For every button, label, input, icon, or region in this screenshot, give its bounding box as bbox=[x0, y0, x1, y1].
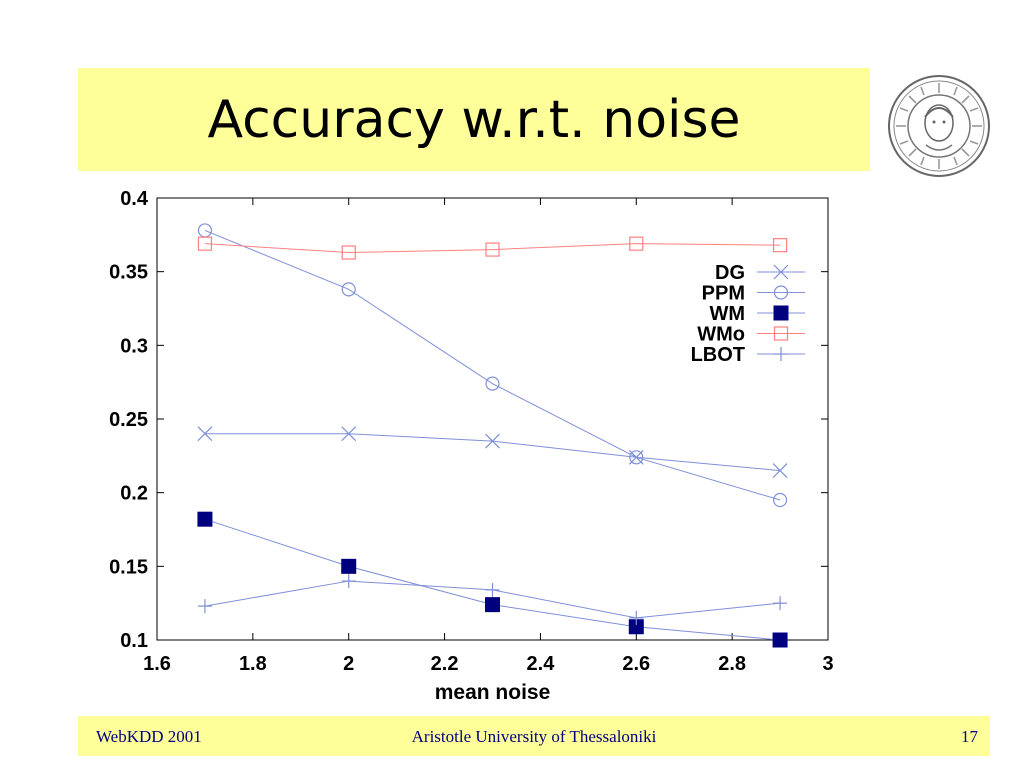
data-point-dg bbox=[485, 433, 500, 449]
legend-marker-lbot bbox=[774, 347, 788, 361]
legend-label-wmo: WMo bbox=[697, 324, 745, 346]
series-dg bbox=[197, 426, 788, 478]
series-lbot bbox=[197, 574, 788, 625]
legend-marker-wm bbox=[773, 305, 789, 321]
y-tick-label: 0.2 bbox=[120, 483, 148, 505]
y-tick-label: 0.3 bbox=[120, 335, 148, 357]
data-point-lbot bbox=[629, 610, 644, 625]
data-point-wm bbox=[197, 511, 213, 527]
data-point-ppm bbox=[341, 282, 356, 297]
x-tick-label: 1.6 bbox=[143, 653, 171, 675]
y-tick-label: 0.25 bbox=[109, 409, 148, 431]
x-tick-label: 2.2 bbox=[431, 653, 459, 675]
series-layer bbox=[197, 223, 788, 648]
y-tick-label: 0.1 bbox=[120, 630, 148, 652]
legend-label-lbot: LBOT bbox=[691, 344, 745, 366]
data-point-ppm bbox=[485, 376, 500, 391]
series-line-wmo bbox=[204, 243, 781, 254]
x-axis-label: mean noise bbox=[435, 681, 551, 704]
data-point-wmo bbox=[197, 236, 213, 251]
x-tick-label: 2.6 bbox=[622, 653, 650, 675]
legend-label-ppm: PPM bbox=[702, 283, 745, 305]
data-point-wmo bbox=[485, 242, 500, 257]
slide-title: Accuracy w.r.t. noise bbox=[207, 89, 741, 150]
footer-bar: WebKDD 2001 Aristotle University of Thes… bbox=[78, 716, 990, 756]
x-tick-label: 2.4 bbox=[527, 653, 556, 675]
data-point-ppm bbox=[629, 450, 644, 465]
chart: 1.6 1.8 2 2.2 2.4 2.6 2.8 3 0.1 0.15 0.2 0.25 0.3 0.3… bbox=[109, 188, 834, 704]
y-tick-label: 0.15 bbox=[109, 556, 148, 578]
footer-conference: WebKDD 2001 bbox=[96, 727, 202, 746]
series-line-ppm bbox=[204, 229, 781, 501]
university-seal-icon bbox=[888, 75, 990, 177]
data-point-dg bbox=[197, 426, 213, 442]
legend-marker-ppm bbox=[773, 285, 789, 300]
x-tick-label: 1.8 bbox=[239, 653, 267, 675]
legend-label-wm: WM bbox=[709, 303, 745, 325]
data-point-wm bbox=[485, 597, 500, 613]
data-point-wm bbox=[341, 558, 357, 574]
data-point-lbot bbox=[773, 596, 788, 611]
data-point-wmo bbox=[341, 245, 356, 260]
x-tick-label: 2 bbox=[343, 653, 354, 675]
data-point-lbot bbox=[485, 582, 500, 597]
x-tick-label: 3 bbox=[822, 653, 833, 675]
legend-label-dg: DG bbox=[715, 262, 745, 284]
series-ppm bbox=[197, 223, 788, 508]
data-point-dg bbox=[341, 426, 357, 442]
data-point-lbot bbox=[341, 574, 356, 589]
footer-university: Aristotle University of Thessaloniki bbox=[411, 727, 657, 746]
series-wm bbox=[197, 511, 788, 648]
series-line-dg bbox=[204, 433, 781, 472]
legend-marker-dg bbox=[773, 264, 789, 280]
y-tick-label: 0.4 bbox=[120, 188, 149, 210]
series-wmo bbox=[197, 236, 788, 260]
y-tick-label: 0.35 bbox=[109, 262, 148, 284]
data-point-ppm bbox=[772, 492, 788, 508]
series-line-wm bbox=[204, 518, 781, 641]
data-point-dg bbox=[772, 463, 788, 478]
data-point-wmo bbox=[772, 238, 788, 253]
data-point-wm bbox=[772, 632, 788, 648]
data-point-lbot bbox=[197, 599, 212, 614]
legend-marker-wmo bbox=[773, 326, 789, 341]
plot-area: 1.6 1.8 2 2.2 2.4 2.6 2.8 3 0.1 0.15 0.2 0.25 0.3 0.3… bbox=[109, 188, 834, 704]
data-point-wmo bbox=[629, 236, 644, 251]
x-tick-label: 2.8 bbox=[718, 653, 746, 675]
page-number: 17 bbox=[961, 727, 978, 746]
title-bar: Accuracy w.r.t. noise bbox=[78, 68, 870, 171]
